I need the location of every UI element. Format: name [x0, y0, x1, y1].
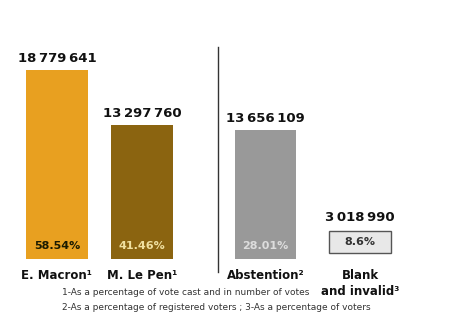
Text: 8.6%: 8.6%	[345, 237, 376, 247]
Text: 1-As a percentage of vote cast and in number of votes: 1-As a percentage of vote cast and in nu…	[62, 288, 309, 296]
Text: Abstention²: Abstention²	[227, 269, 304, 282]
Text: M. Le Pen¹: M. Le Pen¹	[107, 269, 177, 282]
Text: 13 656 109: 13 656 109	[226, 112, 305, 125]
Text: 3 018 990: 3 018 990	[326, 211, 395, 224]
Bar	[235, 130, 296, 259]
Text: 28.01%: 28.01%	[242, 241, 289, 251]
Text: 58.54%: 58.54%	[34, 241, 80, 251]
Text: 18 779 641: 18 779 641	[18, 52, 96, 65]
Text: E. Macron¹: E. Macron¹	[21, 269, 92, 282]
Text: 13 297 760: 13 297 760	[103, 107, 182, 120]
Text: Blank
and invalid³: Blank and invalid³	[321, 269, 400, 298]
Bar	[329, 231, 391, 253]
Text: 41.46%: 41.46%	[119, 241, 165, 251]
Bar	[26, 70, 88, 259]
Bar	[111, 125, 173, 259]
Text: 2-As a percentage of registered voters ; 3-As a percentage of voters: 2-As a percentage of registered voters ;…	[62, 303, 370, 312]
